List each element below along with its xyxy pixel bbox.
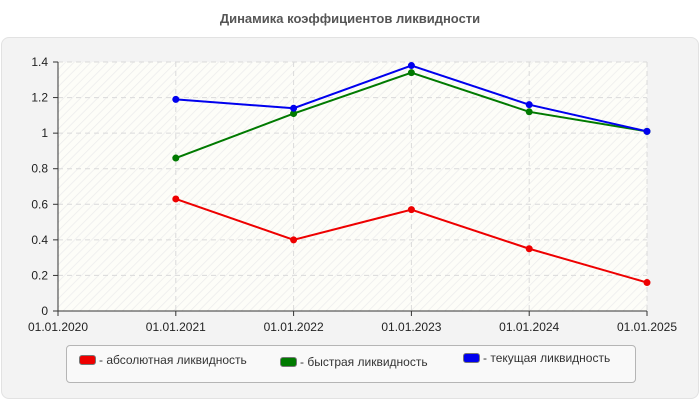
legend-swatch-blue [463, 353, 480, 363]
x-tick-label: 01.01.2024 [499, 320, 559, 334]
legend-item-current: - текущая ликвидность [463, 351, 610, 365]
data-point [643, 279, 651, 287]
data-point [172, 195, 180, 203]
data-point [407, 206, 415, 214]
x-tick-label: 01.01.2025 [617, 320, 677, 334]
y-tick-label: 1.2 [31, 91, 48, 105]
y-tick-label: 0 [41, 304, 48, 318]
x-tick-label: 01.01.2022 [264, 320, 324, 334]
data-point [290, 104, 298, 112]
x-tick-label: 01.01.2023 [381, 320, 441, 334]
legend-swatch-red [79, 355, 96, 365]
legend-label: - текущая ликвидность [483, 351, 611, 365]
legend: - абсолютная ликвидность - быстрая ликви… [66, 345, 636, 383]
data-point [525, 245, 533, 253]
legend-label: - быстрая ликвидность [300, 355, 428, 369]
y-tick-label: 0.4 [31, 233, 48, 247]
data-point [290, 110, 298, 118]
chart-title: Динамика коэффициентов ликвидности [219, 11, 481, 26]
legend-item-quick: - быстрая ликвидность [280, 355, 428, 369]
legend-item-absolute: - абсолютная ликвидность [79, 353, 247, 367]
y-tick-label: 0.2 [31, 268, 48, 282]
data-point [172, 95, 180, 103]
y-tick-label: 1.4 [31, 55, 48, 69]
x-tick-label: 01.01.2021 [146, 320, 206, 334]
legend-swatch-green [280, 357, 297, 367]
y-tick-label: 0.8 [31, 162, 48, 176]
data-point [525, 101, 533, 109]
data-point [643, 127, 651, 135]
data-point [290, 236, 298, 244]
data-point [407, 62, 415, 70]
data-point [525, 108, 533, 116]
y-tick-label: 1 [41, 126, 48, 140]
plot-background [58, 62, 647, 311]
y-tick-label: 0.6 [31, 197, 48, 211]
data-point [407, 69, 415, 77]
legend-label: - абсолютная ликвидность [99, 353, 247, 367]
x-tick-label: 01.01.2020 [28, 320, 88, 334]
data-point [172, 154, 180, 162]
